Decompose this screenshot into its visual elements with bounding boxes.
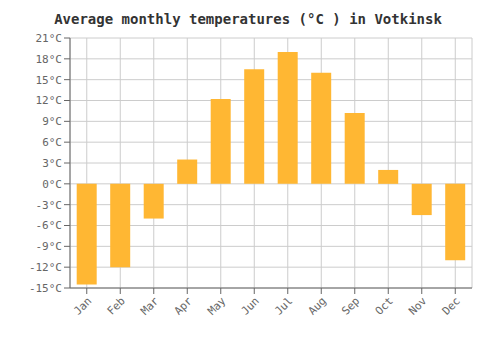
svg-text:-3°C: -3°C [36,199,63,212]
svg-text:Oct: Oct [373,294,396,317]
svg-text:0°C: 0°C [42,178,62,191]
svg-text:-6°C: -6°C [36,219,63,232]
svg-text:Apr: Apr [172,294,196,318]
svg-text:Feb: Feb [105,294,128,317]
svg-text:6°C: 6°C [42,136,62,149]
svg-text:21°C: 21°C [36,32,63,45]
svg-text:Nov: Nov [406,294,430,318]
svg-text:18°C: 18°C [36,53,63,66]
svg-text:May: May [205,294,229,318]
svg-text:Sep: Sep [339,294,362,317]
svg-text:-12°C: -12°C [29,261,62,274]
svg-text:-9°C: -9°C [36,240,63,253]
svg-text:Dec: Dec [440,294,463,317]
svg-text:Jun: Jun [239,294,262,317]
svg-text:3°C: 3°C [42,157,62,170]
svg-text:12°C: 12°C [36,94,63,107]
svg-text:Mar: Mar [138,294,162,318]
svg-text:Jan: Jan [71,294,94,317]
svg-text:Aug: Aug [306,294,329,317]
svg-text:15°C: 15°C [36,74,63,87]
svg-text:9°C: 9°C [42,115,62,128]
html-text:Average monthly temperatures (: Average monthly temperatures (°C ) in Vo… [54,11,442,27]
svg-text:-15°C: -15°C [29,282,62,295]
svg-text:Jul: Jul [272,294,295,317]
